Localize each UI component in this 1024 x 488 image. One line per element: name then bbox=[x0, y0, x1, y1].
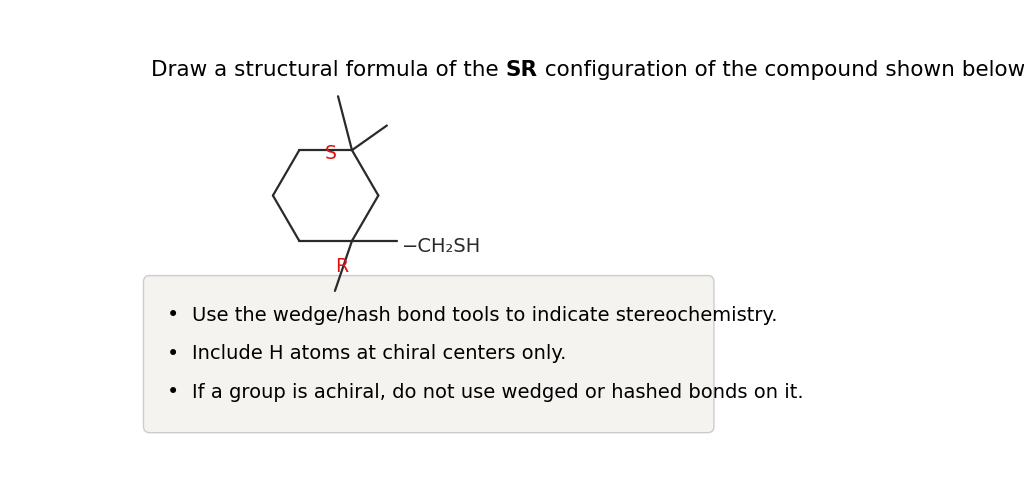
Text: If a group is achiral, do not use wedged or hashed bonds on it.: If a group is achiral, do not use wedged… bbox=[193, 382, 804, 401]
Text: SR: SR bbox=[506, 60, 538, 80]
Text: Include H atoms at chiral centers only.: Include H atoms at chiral centers only. bbox=[193, 344, 566, 363]
Text: •: • bbox=[167, 343, 179, 363]
Text: •: • bbox=[167, 305, 179, 325]
Text: Draw a structural formula of the: Draw a structural formula of the bbox=[152, 60, 506, 80]
FancyBboxPatch shape bbox=[143, 276, 714, 433]
Text: S: S bbox=[325, 143, 336, 163]
Text: configuration of the compound shown below.: configuration of the compound shown belo… bbox=[538, 60, 1024, 80]
Text: Use the wedge/hash bond tools to indicate stereochemistry.: Use the wedge/hash bond tools to indicat… bbox=[193, 305, 778, 324]
Text: •: • bbox=[167, 381, 179, 401]
Text: −CH₂SH: −CH₂SH bbox=[401, 237, 481, 255]
Text: R: R bbox=[335, 257, 348, 275]
